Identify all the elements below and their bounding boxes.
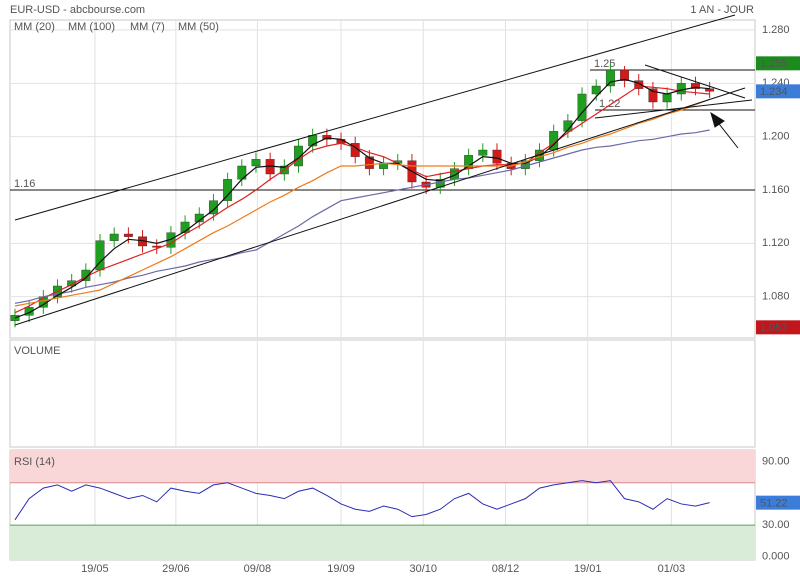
arrow-head: [710, 111, 725, 128]
candle-body: [648, 88, 658, 103]
candle-body: [364, 156, 374, 169]
plot-layer: 19/05 29/06 09/08 19/09 30/10 08/12 19/01 01/03…: [9, 19, 800, 575]
y-tick-label: 1.200: [762, 131, 790, 143]
level-label: 1.25: [594, 58, 615, 70]
candle-body: [605, 69, 615, 87]
candle-body: [705, 88, 715, 92]
x-tick-label: 29/06: [162, 563, 190, 575]
x-tick-label: 01/03: [658, 563, 686, 575]
price-marker: [756, 84, 800, 99]
candle-body: [223, 179, 233, 201]
candle-body: [208, 200, 218, 215]
candle-body: [478, 149, 488, 156]
y-tick-label: 1.280: [762, 24, 790, 36]
rsi-line: [14, 480, 710, 521]
y-tick-label: 90.00: [762, 456, 790, 468]
legend-entry: MM (50): [178, 21, 219, 33]
candle-body: [591, 85, 601, 95]
price-marker: [756, 320, 800, 335]
panel: [9, 19, 756, 339]
triangle-lower: [594, 99, 753, 119]
y-tick-label: 1.160: [762, 184, 790, 196]
moving-average: [14, 98, 710, 307]
candle-body: [691, 83, 700, 89]
candle-body: [251, 159, 261, 167]
x-tick-label: 19/05: [81, 563, 109, 575]
trend-lines: [14, 14, 753, 326]
price-marker-label: 51.22: [760, 498, 788, 510]
price-marker-label: 1.255: [760, 58, 788, 70]
y-tick-label: 30.00: [762, 519, 790, 531]
legend-entry: MM (20): [14, 21, 55, 33]
legend-entry: MM (7): [130, 21, 165, 33]
moving-average: [14, 78, 710, 319]
panel-title: RSI (14): [14, 456, 55, 468]
candle-body: [180, 221, 190, 233]
channel-lower: [14, 87, 746, 326]
candle-body: [109, 233, 119, 241]
overbought-zone: [10, 450, 755, 483]
chart-title: EUR-USD - abcbourse.com: [10, 4, 145, 16]
x-tick-label: 30/10: [409, 563, 437, 575]
panel-title: VOLUME: [14, 345, 60, 357]
oversold-zone: [10, 525, 755, 560]
channel-upper: [14, 14, 736, 221]
y-tick-label: 0.000: [762, 551, 790, 563]
candle-body: [123, 233, 133, 237]
candle-body: [676, 83, 686, 95]
x-tick-label: 19/09: [327, 563, 355, 575]
candle-body: [620, 69, 630, 81]
price-marker: [756, 56, 800, 71]
triangle-upper: [644, 64, 746, 99]
legend-entry: MM (100): [68, 21, 115, 33]
y-tick-label: 1.120: [762, 237, 790, 249]
candle-body: [563, 120, 573, 132]
candle-body: [492, 149, 502, 164]
candle-body: [81, 269, 91, 281]
panel: [9, 339, 756, 448]
level-label: 1.16: [14, 178, 35, 190]
price-marker-label: 1.234: [760, 86, 788, 98]
candle-body: [322, 135, 332, 140]
x-tick-label: 08/12: [492, 563, 520, 575]
price-marker: [756, 495, 800, 510]
arrow-shaft: [715, 119, 739, 149]
moving-average: [14, 85, 710, 314]
x-tick-label: 19/01: [574, 563, 602, 575]
candle-body: [24, 307, 34, 316]
x-tick-label: 09/08: [244, 563, 272, 575]
moving-average: [14, 129, 710, 304]
price-marker-label: 1.057: [760, 322, 788, 334]
candle-body: [67, 280, 77, 287]
y-tick-label: 1.080: [762, 291, 790, 303]
candle-body: [634, 80, 644, 89]
period: 1 AN - JOUR: [690, 4, 754, 16]
candle-body: [662, 93, 672, 103]
